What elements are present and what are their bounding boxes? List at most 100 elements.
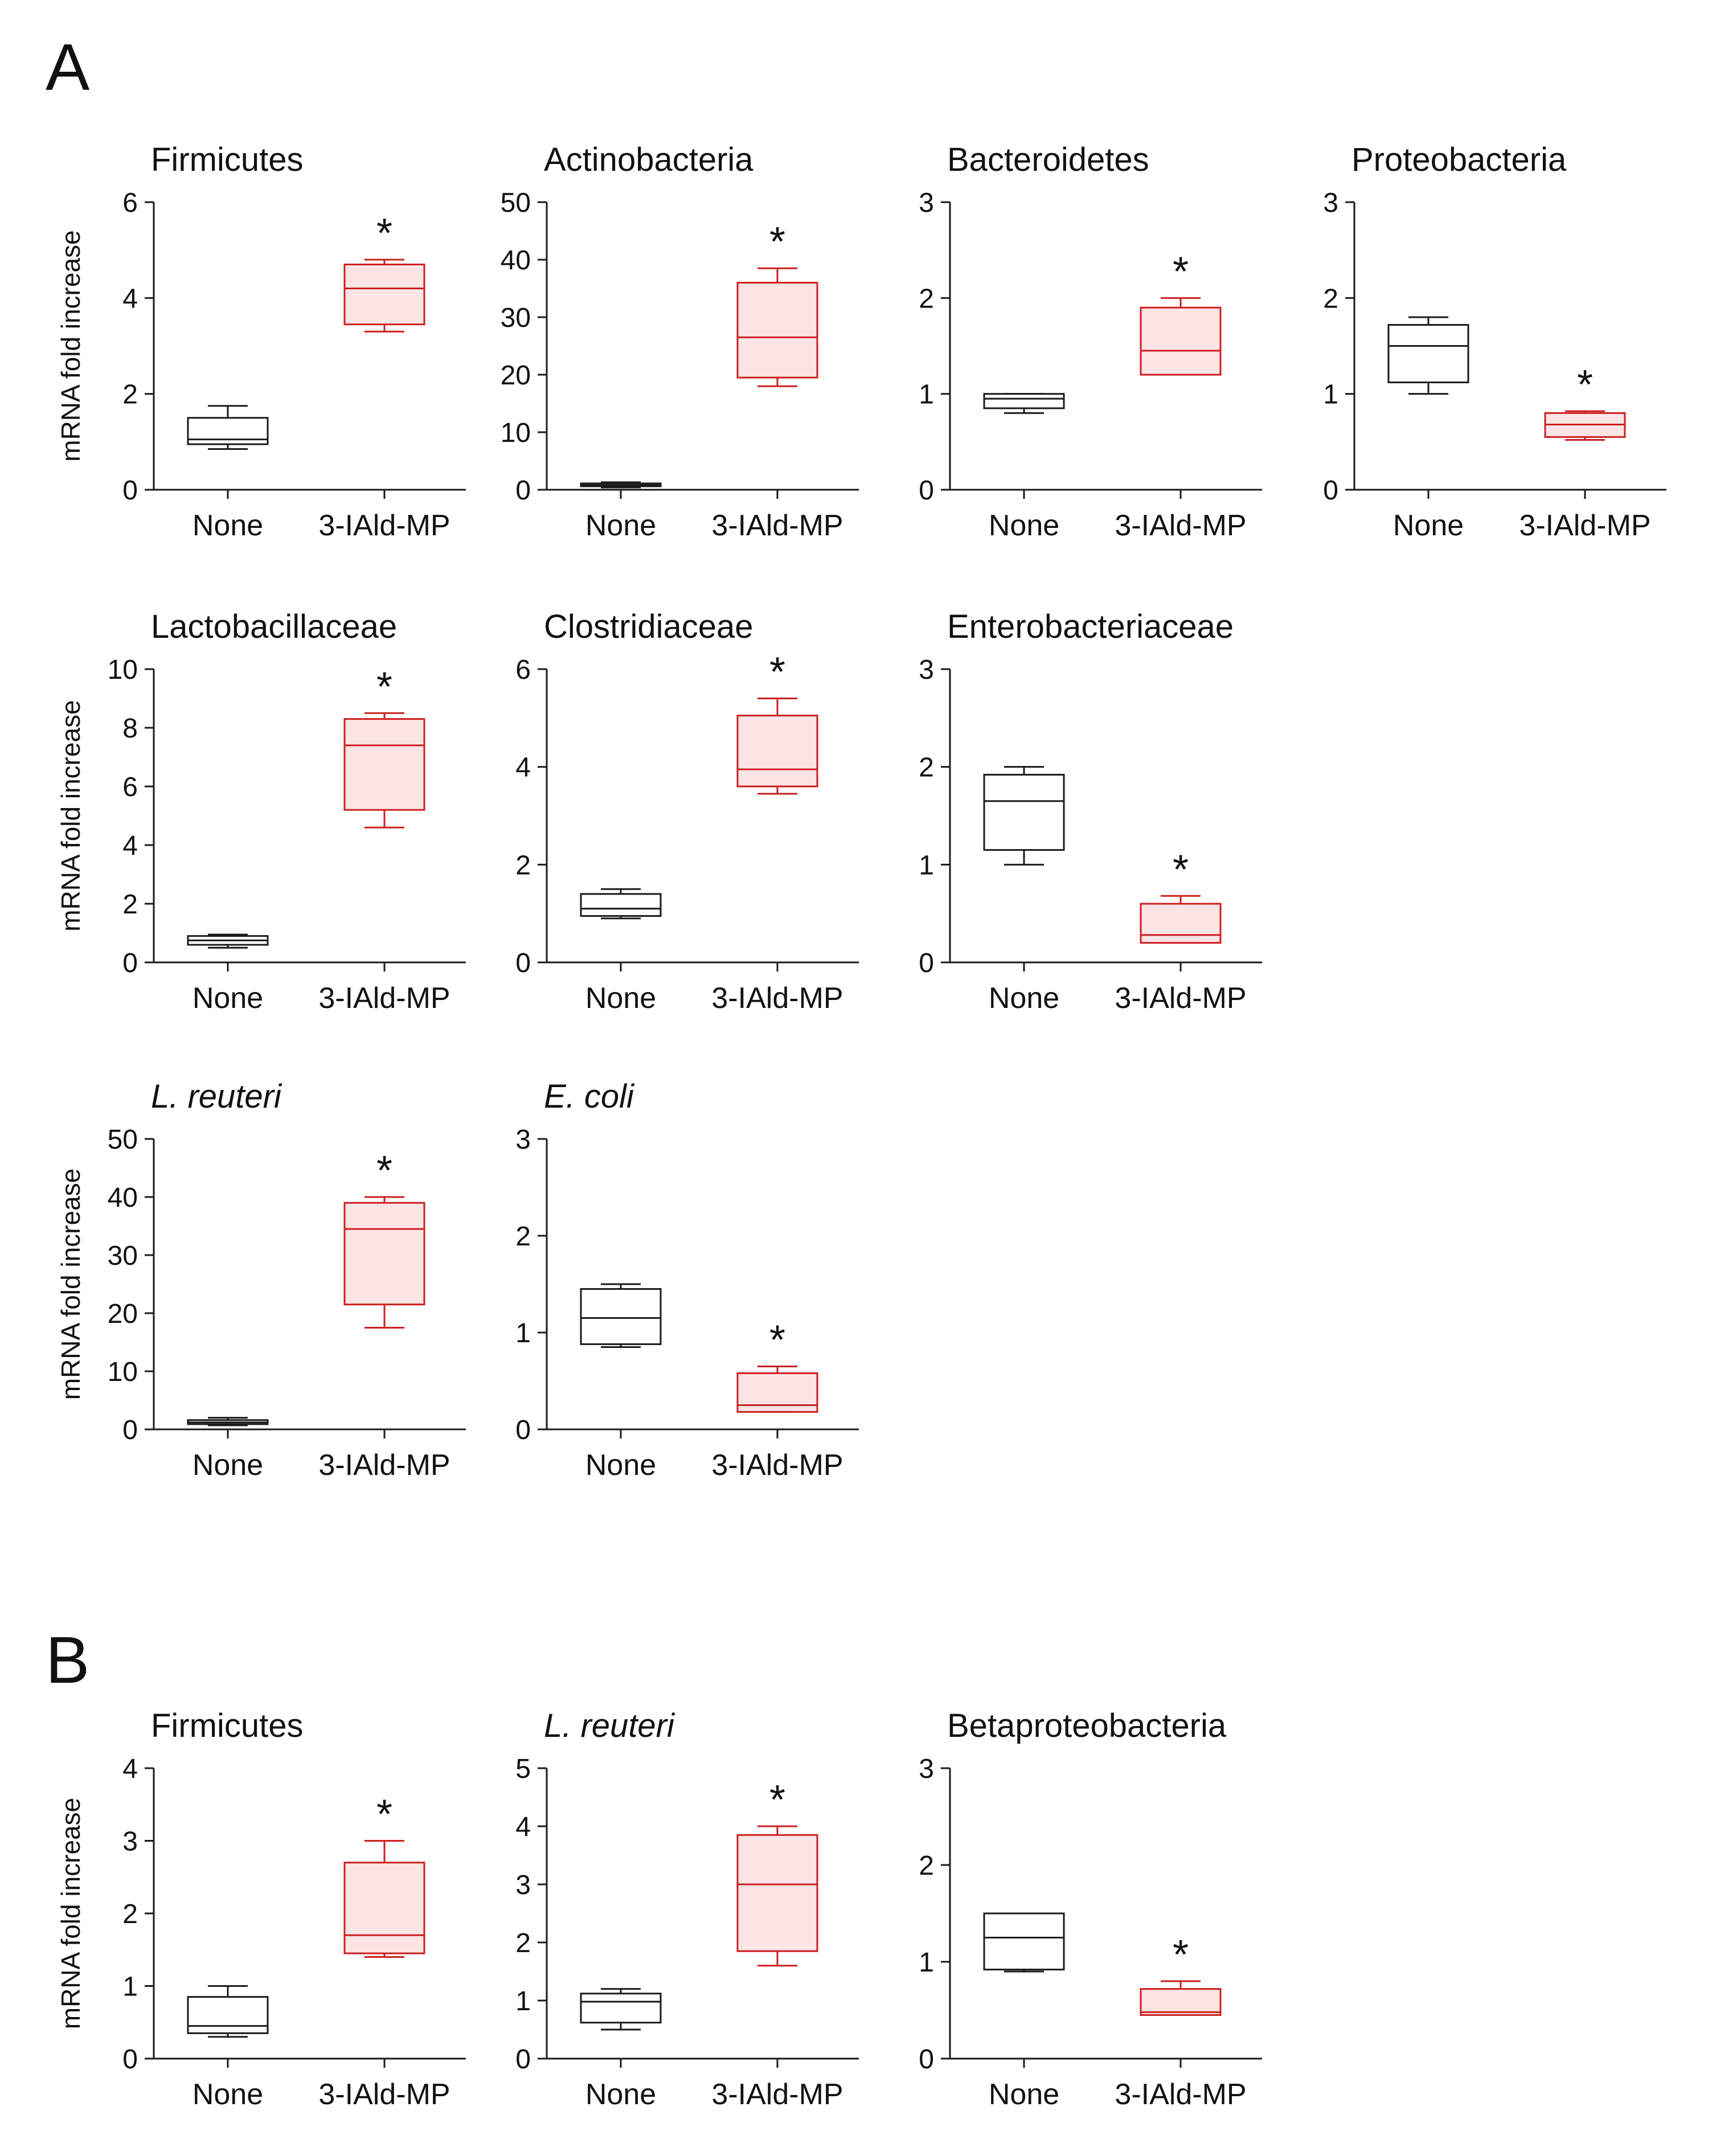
plot-title: L. reuteri bbox=[544, 1707, 675, 1744]
box-none bbox=[580, 888, 662, 920]
y-tick-label: 6 bbox=[515, 655, 531, 685]
y-tick-label: 2 bbox=[1323, 284, 1338, 314]
y-tick-label: 3 bbox=[919, 188, 934, 218]
panel-letter-b: B bbox=[46, 1623, 89, 1697]
plot-12: Betaproteobacteria 0 1 2 3 None 3-IAld-MP * bbox=[919, 1707, 1262, 2111]
box-treated bbox=[736, 1366, 818, 1413]
y-tick-label: 40 bbox=[108, 1183, 138, 1213]
y-tick-label: 4 bbox=[515, 1812, 531, 1842]
box-iqr bbox=[736, 281, 818, 379]
y-tick-label: 1 bbox=[515, 1986, 531, 2016]
x-category-label: None bbox=[193, 509, 263, 542]
y-tick-label: 1 bbox=[919, 380, 934, 410]
y-tick-label: 6 bbox=[122, 188, 138, 218]
y-tick-label: 1 bbox=[515, 1318, 531, 1348]
y-tick-label: 0 bbox=[919, 948, 934, 978]
x-category-label: None bbox=[585, 509, 656, 542]
box-none bbox=[983, 766, 1065, 866]
y-tick-label: 1 bbox=[919, 1948, 934, 1978]
plot-title: Actinobacteria bbox=[544, 141, 753, 178]
y-tick-label: 3 bbox=[919, 1754, 934, 1784]
plot-8: L. reuteri mRNA fold increase 0 10 20 30 40 50 N… bbox=[56, 1078, 466, 1482]
y-tick-label: 10 bbox=[108, 1357, 138, 1387]
y-axis-label: mRNA fold increase bbox=[56, 1798, 85, 2030]
box-iqr bbox=[580, 893, 662, 917]
plot-2: Actinobacteria 0 10 20 30 40 50 None 3-IAld-MP * bbox=[501, 141, 859, 542]
y-tick-label: 10 bbox=[108, 655, 138, 685]
x-category-label: 3-IAld-MP bbox=[711, 509, 843, 542]
y-tick-label: 2 bbox=[919, 753, 934, 783]
plot-1: Firmicutes mRNA fold increase 0 2 4 6 None 3-IA… bbox=[56, 141, 466, 542]
y-tick-label: 2 bbox=[122, 1899, 138, 1929]
box-none bbox=[983, 1912, 1065, 1973]
panel-letter-a: A bbox=[46, 30, 90, 104]
plot-10: Firmicutes mRNA fold increase 0 1 2 3 4 None 3-I… bbox=[56, 1707, 466, 2111]
significance-star: * bbox=[1577, 362, 1593, 408]
box-iqr bbox=[343, 718, 425, 811]
box-treated bbox=[736, 1825, 818, 1967]
y-tick-label: 2 bbox=[122, 380, 138, 410]
y-tick-label: 40 bbox=[501, 245, 531, 276]
box-treated bbox=[1544, 410, 1626, 441]
x-category-label: 3-IAld-MP bbox=[1115, 2078, 1246, 2111]
box-iqr bbox=[1387, 323, 1469, 383]
box-none bbox=[983, 393, 1065, 414]
significance-star: * bbox=[376, 1148, 392, 1194]
box-none bbox=[580, 1988, 662, 2031]
x-category-label: None bbox=[193, 982, 263, 1015]
plot-title: Bacteroidetes bbox=[947, 141, 1149, 178]
y-tick-label: 20 bbox=[501, 360, 531, 391]
box-none bbox=[187, 1417, 269, 1427]
significance-star: * bbox=[769, 1318, 785, 1363]
box-iqr bbox=[1140, 903, 1222, 944]
y-tick-label: 0 bbox=[122, 476, 138, 506]
box-iqr bbox=[343, 263, 425, 326]
plot-7: Enterobacteriaceae 0 1 2 3 None 3-IAld-MP * bbox=[919, 608, 1262, 1015]
x-category-label: None bbox=[585, 2078, 656, 2111]
significance-star: * bbox=[769, 1777, 785, 1823]
y-tick-label: 0 bbox=[919, 476, 934, 506]
box-iqr bbox=[983, 393, 1065, 409]
x-category-label: None bbox=[193, 1449, 263, 1482]
y-tick-label: 0 bbox=[122, 1415, 138, 1445]
significance-star: * bbox=[1173, 1932, 1189, 1978]
y-tick-label: 50 bbox=[108, 1125, 138, 1155]
y-tick-label: 3 bbox=[919, 655, 934, 685]
box-none bbox=[187, 405, 269, 450]
x-category-label: 3-IAld-MP bbox=[711, 982, 843, 1015]
y-tick-label: 5 bbox=[515, 1754, 531, 1784]
box-treated bbox=[343, 1840, 425, 1958]
box-treated bbox=[343, 712, 425, 829]
y-tick-label: 1 bbox=[122, 1972, 138, 2002]
y-tick-label: 4 bbox=[515, 753, 531, 783]
y-axis-label: mRNA fold increase bbox=[56, 700, 85, 932]
y-tick-label: 30 bbox=[108, 1241, 138, 1271]
box-iqr bbox=[736, 1834, 818, 1952]
box-iqr bbox=[343, 1202, 425, 1306]
y-tick-label: 0 bbox=[122, 2044, 138, 2075]
box-treated bbox=[736, 698, 818, 795]
y-tick-label: 0 bbox=[1323, 476, 1338, 506]
box-iqr bbox=[580, 1993, 662, 2024]
box-treated bbox=[1140, 297, 1222, 376]
x-category-label: None bbox=[989, 509, 1059, 542]
significance-star: * bbox=[376, 664, 392, 710]
plot-title: Proteobacteria bbox=[1351, 141, 1567, 178]
box-treated bbox=[343, 1196, 425, 1329]
y-tick-label: 2 bbox=[515, 1928, 531, 1958]
y-tick-label: 0 bbox=[515, 1415, 531, 1445]
x-category-label: None bbox=[193, 2078, 263, 2111]
y-tick-label: 4 bbox=[122, 831, 138, 861]
x-category-label: 3-IAld-MP bbox=[711, 2078, 843, 2111]
x-category-label: 3-IAld-MP bbox=[1115, 982, 1246, 1015]
plot-title: Betaproteobacteria bbox=[947, 1707, 1227, 1744]
box-none bbox=[187, 933, 269, 949]
x-category-label: 3-IAld-MP bbox=[318, 2078, 450, 2111]
x-category-label: 3-IAld-MP bbox=[1519, 509, 1650, 542]
plot-title: Lactobacillaceae bbox=[151, 608, 397, 645]
box-iqr bbox=[983, 773, 1065, 851]
plot-6: Clostridiaceae 0 2 4 6 None 3-IAld-MP * bbox=[515, 608, 859, 1015]
y-tick-label: 0 bbox=[515, 476, 531, 506]
significance-star: * bbox=[1173, 249, 1189, 294]
